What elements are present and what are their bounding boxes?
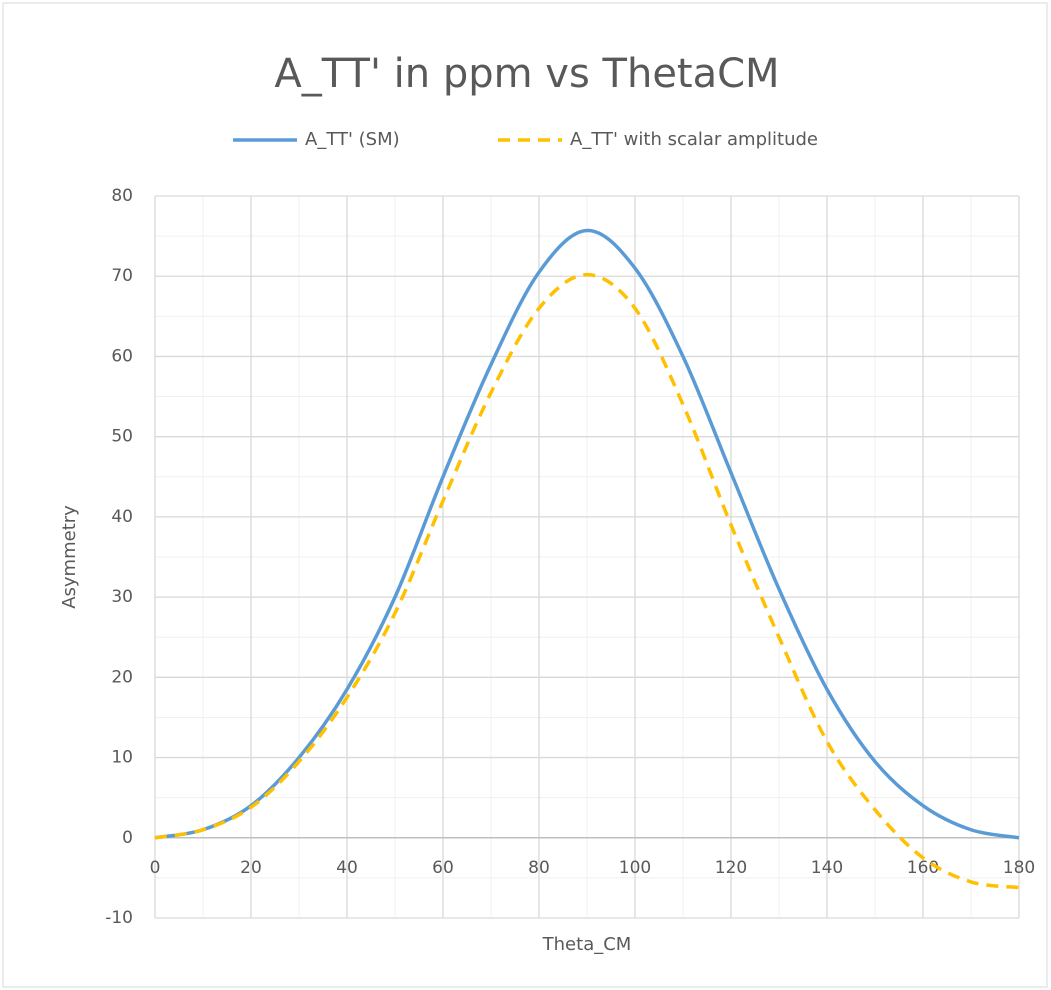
y-tick-label: 40	[111, 507, 133, 527]
x-tick-label: 60	[432, 858, 454, 878]
chart-title: A_TT' in ppm vs ThetaCM	[274, 51, 779, 97]
x-tick-label: 40	[336, 858, 358, 878]
x-tick-label: 20	[240, 858, 262, 878]
y-tick-label: 20	[111, 667, 133, 687]
y-tick-label: 0	[122, 828, 133, 848]
x-tick-label: 100	[619, 858, 651, 878]
y-tick-label: 80	[111, 186, 133, 206]
y-tick-label: 50	[111, 427, 133, 447]
x-tick-label: 160	[907, 858, 939, 878]
y-tick-label: 10	[111, 748, 133, 768]
y-axis-title: Asymmetry	[59, 505, 80, 609]
y-tick-label: 70	[111, 266, 133, 286]
y-tick-label: -10	[105, 908, 133, 928]
legend-label: A_TT' (SM)	[305, 129, 400, 150]
series-line	[154, 228, 1020, 840]
legend-label: A_TT' with scalar amplitude	[570, 129, 818, 150]
x-tick-label: 180	[1003, 858, 1035, 878]
x-tick-label: 120	[715, 858, 747, 878]
x-tick-label: 80	[528, 858, 550, 878]
y-tick-label: 30	[111, 587, 133, 607]
x-tick-label: 0	[150, 858, 161, 878]
x-tick-label: 140	[811, 858, 843, 878]
y-tick-label: 60	[111, 346, 133, 366]
x-axis-title: Theta_CM	[542, 934, 632, 955]
series-line	[154, 272, 1020, 890]
